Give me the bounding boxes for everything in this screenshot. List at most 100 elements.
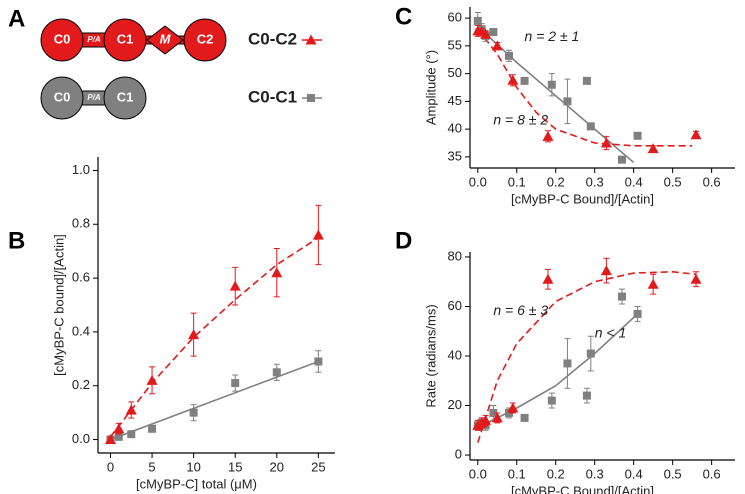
x-tick-label: 0.1 <box>508 466 526 481</box>
marker <box>489 408 498 417</box>
linker-label: P/A <box>87 93 101 102</box>
annotation: n = 6 ± 3 <box>493 302 548 318</box>
x-tick-label: 25 <box>311 459 325 474</box>
x-tick-label: 0.3 <box>586 466 604 481</box>
panel-label: D <box>395 227 412 254</box>
fit-line <box>477 28 693 147</box>
y-tick-label: 0.4 <box>72 323 90 338</box>
x-tick-label: 5 <box>148 459 155 474</box>
marker <box>586 349 595 358</box>
marker <box>189 408 198 417</box>
x-tick-label: 0 <box>107 459 114 474</box>
x-tick-label: 10 <box>186 459 200 474</box>
fit-line <box>109 237 319 438</box>
x-axis-label: [cMyBP-C] total (μM) <box>136 476 257 491</box>
y-tick-label: 60 <box>448 298 462 313</box>
marker <box>271 267 283 278</box>
x-tick-label: 0.5 <box>664 174 682 189</box>
node-label: C0 <box>54 89 71 104</box>
marker <box>314 357 323 366</box>
x-tick-label: 0.6 <box>703 174 721 189</box>
panel-label: C <box>395 3 412 30</box>
marker <box>127 430 136 439</box>
marker <box>633 131 642 140</box>
x-tick-label: 0.3 <box>586 174 604 189</box>
marker <box>582 76 591 85</box>
marker <box>272 368 281 377</box>
y-tick-label: 0.0 <box>72 431 90 446</box>
marker <box>231 379 240 388</box>
marker <box>647 143 659 154</box>
x-tick-label: 0.4 <box>625 174 643 189</box>
panel-label: B <box>8 227 25 254</box>
marker <box>504 51 513 60</box>
marker <box>563 97 572 106</box>
marker <box>507 402 519 413</box>
legend-label: C0-C1 <box>248 87 297 106</box>
x-tick-label: 20 <box>270 459 284 474</box>
fit-line <box>477 25 635 164</box>
marker <box>647 278 659 289</box>
marker <box>504 408 513 417</box>
x-axis-label: [cMyBP-C Bound]/[Actin] <box>511 483 654 494</box>
y-tick-label: 80 <box>448 248 462 263</box>
x-tick-label: 0.5 <box>664 466 682 481</box>
marker <box>617 292 626 301</box>
y-tick-label: 60 <box>448 10 462 25</box>
y-axis-label: [cMyBP-C bound]/[Actin] <box>51 234 66 376</box>
fit-line <box>477 313 639 429</box>
marker <box>148 424 157 433</box>
legend-marker <box>307 94 315 102</box>
marker <box>690 129 702 140</box>
y-tick-label: 0 <box>455 446 462 461</box>
marker <box>633 309 642 318</box>
marker <box>600 137 612 148</box>
marker <box>547 396 556 405</box>
node-label: C1 <box>117 89 134 104</box>
y-axis-label: Rate (radians/ms) <box>423 304 438 407</box>
marker <box>507 74 519 85</box>
motif-label: M <box>160 31 172 46</box>
node <box>103 76 147 120</box>
y-axis-label: Amplitude (°) <box>423 50 438 125</box>
marker <box>480 28 492 39</box>
marker <box>542 273 554 284</box>
motif <box>146 25 184 55</box>
diagram: P/A C0 C1 M C2 P/A C0 C1 <box>40 18 227 120</box>
marker <box>489 27 498 36</box>
marker <box>617 155 626 164</box>
y-tick-label: 40 <box>448 121 462 136</box>
marker <box>600 265 612 276</box>
fit-line <box>477 271 697 443</box>
x-tick-label: 0.0 <box>469 466 487 481</box>
marker <box>491 412 503 423</box>
node-label: C2 <box>197 31 214 46</box>
marker <box>312 229 324 240</box>
node-label: C1 <box>117 31 134 46</box>
legend-marker <box>305 34 317 45</box>
marker <box>113 423 125 434</box>
marker <box>582 391 591 400</box>
panel-label: A <box>8 5 25 32</box>
linker-label: P/A <box>87 35 101 44</box>
marker <box>188 329 200 340</box>
x-tick-label: 0.6 <box>703 466 721 481</box>
marker <box>491 40 503 51</box>
marker <box>563 359 572 368</box>
node <box>183 18 227 62</box>
y-tick-label: 35 <box>448 148 462 163</box>
marker <box>542 130 554 141</box>
marker <box>547 80 556 89</box>
y-tick-label: 45 <box>448 93 462 108</box>
y-tick-label: 0.8 <box>72 216 90 231</box>
marker <box>520 413 529 422</box>
node <box>40 76 84 120</box>
node <box>103 18 147 62</box>
y-tick-label: 40 <box>448 347 462 362</box>
marker <box>114 432 123 441</box>
y-tick-label: 1.0 <box>72 162 90 177</box>
y-tick-label: 0.2 <box>72 377 90 392</box>
x-tick-label: 15 <box>228 459 242 474</box>
annotation: n = 2 ± 1 <box>525 28 580 44</box>
marker <box>104 434 116 445</box>
